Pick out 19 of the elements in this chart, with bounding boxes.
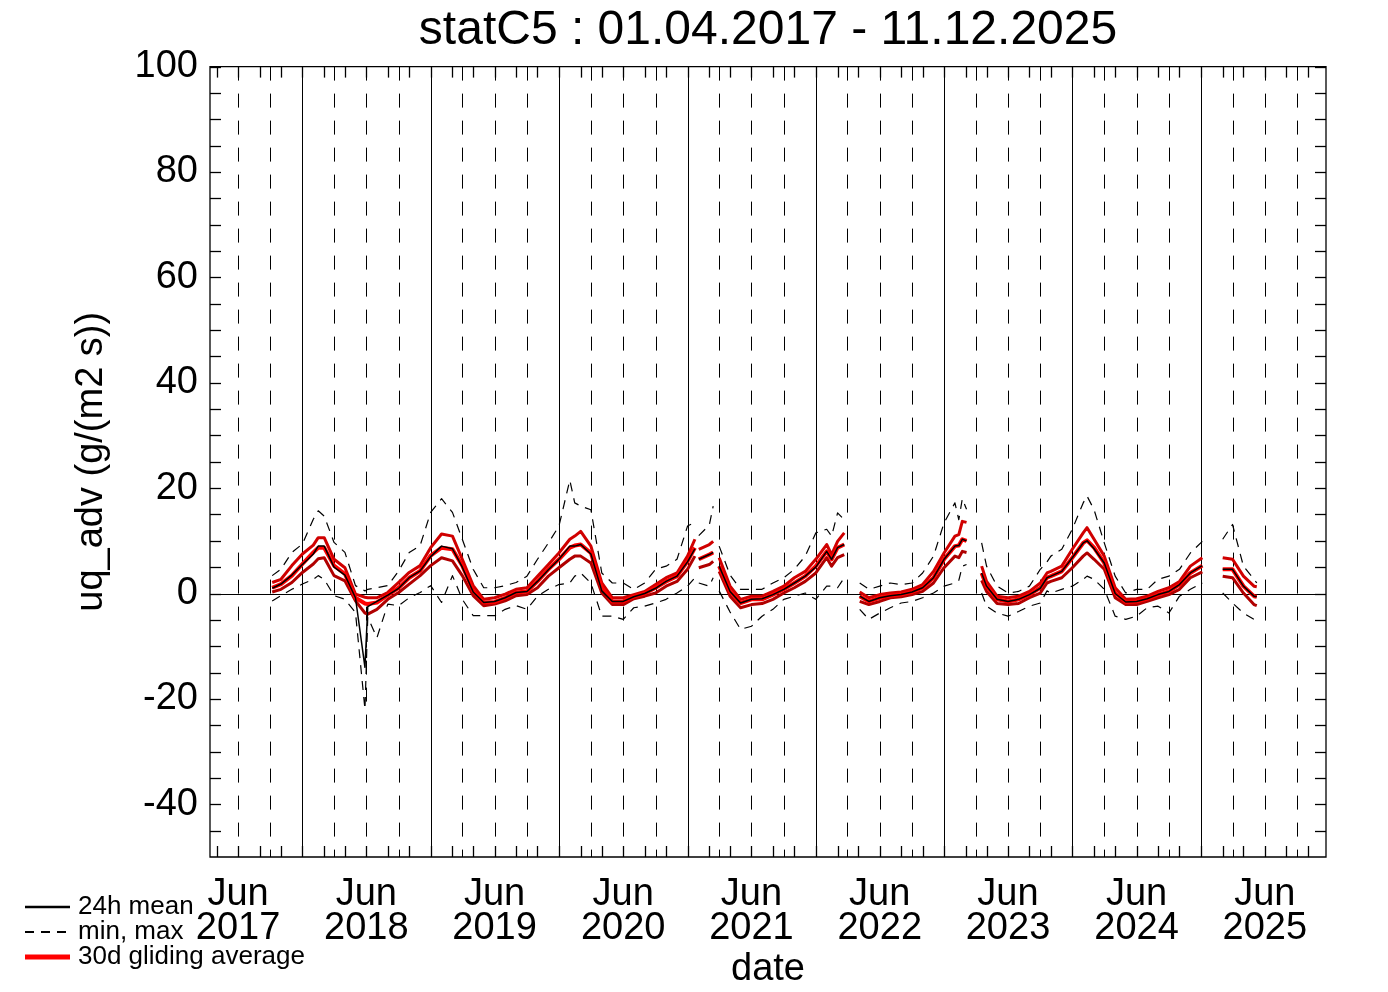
- y-axis-title: uq_adv (g/(m2 s)): [68, 311, 111, 612]
- x-tick-label: Jun 2020: [580, 870, 666, 947]
- y-tick-label: 80: [155, 148, 198, 191]
- y-tick-label: 20: [155, 464, 198, 507]
- x-tick-label: Jun 2025: [1222, 870, 1308, 947]
- x-tick-label: Jun 2018: [324, 870, 409, 947]
- y-tick-label: 0: [176, 570, 198, 613]
- x-tick-label: Jun 2017: [195, 870, 281, 947]
- x-axis-title: date: [731, 945, 805, 988]
- y-tick-label: -40: [143, 780, 198, 823]
- y-tick-label: 40: [155, 359, 198, 402]
- chart-title: statC5 : 01.04.2017 - 11.12.2025: [418, 1, 1118, 55]
- x-tick-label: Jun 2024: [1094, 870, 1179, 947]
- x-tick-label: Jun 2019: [452, 870, 537, 947]
- y-tick-label: -20: [143, 675, 198, 718]
- y-tick-label: 60: [155, 253, 198, 296]
- y-tick-label: 100: [134, 43, 198, 86]
- x-tick-label: Jun 2022: [837, 870, 923, 947]
- x-tick-label: Jun 2023: [965, 870, 1051, 947]
